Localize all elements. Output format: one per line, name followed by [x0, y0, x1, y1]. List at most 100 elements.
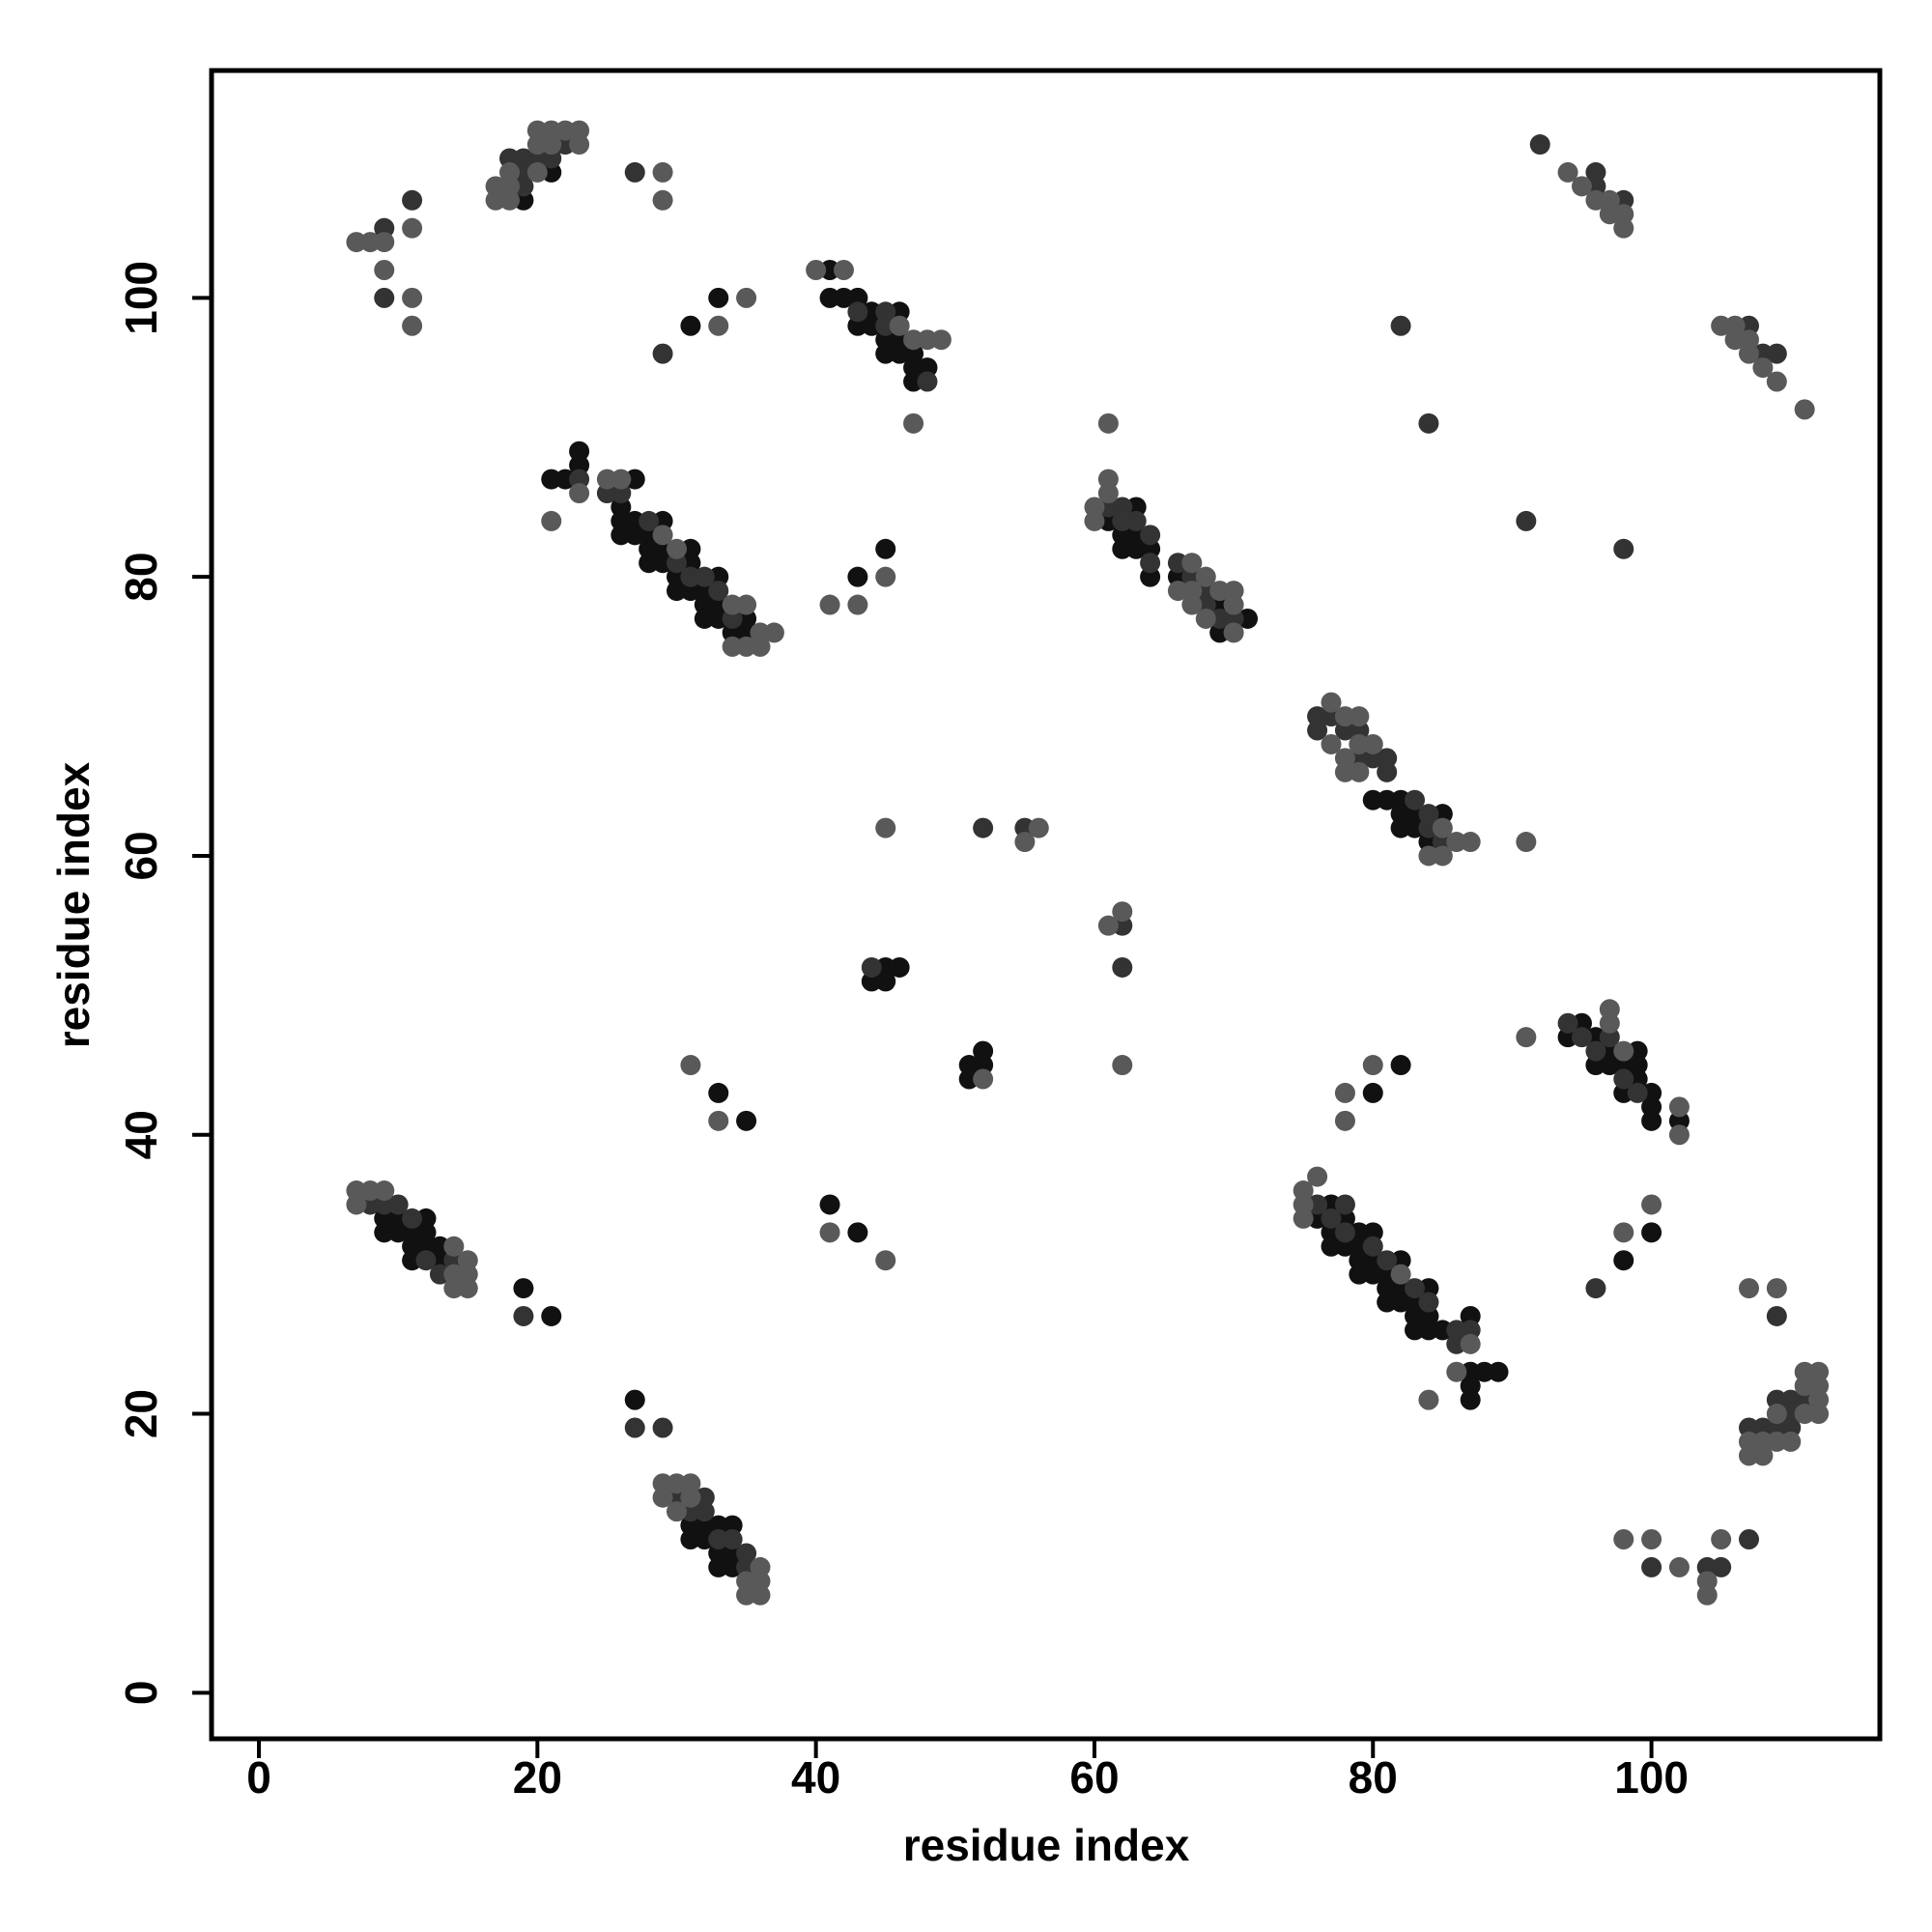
- point: [722, 636, 743, 657]
- point: [1460, 1376, 1481, 1397]
- point: [485, 189, 506, 211]
- point: [1599, 1040, 1620, 1062]
- point: [1097, 469, 1119, 490]
- point: [554, 134, 576, 156]
- point: [1668, 1096, 1690, 1118]
- point: [1432, 1320, 1453, 1341]
- point: [1641, 1082, 1662, 1103]
- point: [652, 538, 673, 559]
- point: [1390, 789, 1411, 810]
- point: [722, 608, 743, 629]
- point: [1446, 1320, 1467, 1341]
- point: [680, 566, 701, 587]
- point: [1418, 412, 1439, 434]
- point: [875, 566, 896, 587]
- point: [1696, 1584, 1718, 1605]
- point: [1613, 1529, 1634, 1550]
- point: [847, 566, 868, 587]
- point: [1613, 1068, 1634, 1090]
- point: [666, 1487, 687, 1508]
- point: [402, 1236, 423, 1257]
- point: [402, 1208, 423, 1229]
- point: [1362, 789, 1383, 810]
- point: [569, 134, 590, 156]
- point: [457, 1278, 478, 1299]
- point: [903, 371, 924, 392]
- point: [1097, 483, 1119, 504]
- point: [917, 329, 938, 351]
- point: [1418, 817, 1439, 838]
- point: [359, 232, 381, 253]
- point: [1349, 1222, 1370, 1243]
- point: [554, 469, 576, 490]
- point: [1613, 1082, 1634, 1103]
- point: [513, 189, 534, 211]
- x-tick-label: 0: [246, 1752, 271, 1803]
- point: [513, 1278, 534, 1299]
- point: [708, 581, 729, 602]
- point: [639, 538, 660, 559]
- point: [1418, 1320, 1439, 1341]
- point: [1724, 315, 1746, 336]
- point: [1349, 733, 1370, 754]
- point: [1766, 1417, 1787, 1438]
- x-tick-label: 40: [791, 1752, 840, 1803]
- point: [346, 1180, 367, 1202]
- point: [722, 1515, 743, 1536]
- point: [930, 329, 952, 351]
- point: [374, 232, 395, 253]
- point: [875, 301, 896, 323]
- point: [1377, 1292, 1398, 1313]
- point: [485, 176, 506, 197]
- point: [694, 594, 715, 615]
- point: [1140, 566, 1161, 587]
- point: [1390, 1055, 1411, 1076]
- point: [1405, 804, 1426, 825]
- point: [1195, 566, 1216, 587]
- point: [624, 1389, 645, 1410]
- point: [708, 1082, 729, 1103]
- point: [847, 315, 868, 336]
- point: [722, 1556, 743, 1577]
- point: [1321, 1236, 1342, 1257]
- point: [498, 148, 520, 169]
- point: [1460, 1389, 1481, 1410]
- point: [596, 483, 617, 504]
- point: [875, 315, 896, 336]
- point: [833, 287, 854, 308]
- point: [1766, 1305, 1787, 1326]
- point: [569, 469, 590, 490]
- point: [1181, 594, 1203, 615]
- point: [1794, 1404, 1815, 1425]
- point: [1557, 161, 1578, 183]
- point: [652, 1473, 673, 1494]
- point: [694, 608, 715, 629]
- y-tick-label: 20: [116, 1389, 166, 1438]
- point: [1334, 761, 1355, 782]
- point: [875, 956, 896, 978]
- point: [1627, 1040, 1648, 1062]
- point: [1627, 1068, 1648, 1090]
- point: [694, 566, 715, 587]
- point: [666, 581, 687, 602]
- point: [374, 1194, 395, 1215]
- point: [1334, 1222, 1355, 1243]
- point: [415, 1222, 437, 1243]
- point: [1613, 189, 1634, 211]
- point: [1014, 817, 1036, 838]
- point: [1362, 1222, 1383, 1243]
- point: [680, 1529, 701, 1550]
- point: [1405, 1278, 1426, 1299]
- point: [513, 1305, 534, 1326]
- point: [819, 1194, 840, 1215]
- point: [1405, 1292, 1426, 1313]
- point: [1209, 594, 1231, 615]
- point: [1585, 161, 1606, 183]
- point: [1641, 1194, 1662, 1215]
- point: [736, 1110, 757, 1131]
- point: [1390, 1292, 1411, 1313]
- point: [652, 525, 673, 546]
- point: [1362, 1264, 1383, 1285]
- point: [973, 1040, 994, 1062]
- point: [1808, 1361, 1830, 1382]
